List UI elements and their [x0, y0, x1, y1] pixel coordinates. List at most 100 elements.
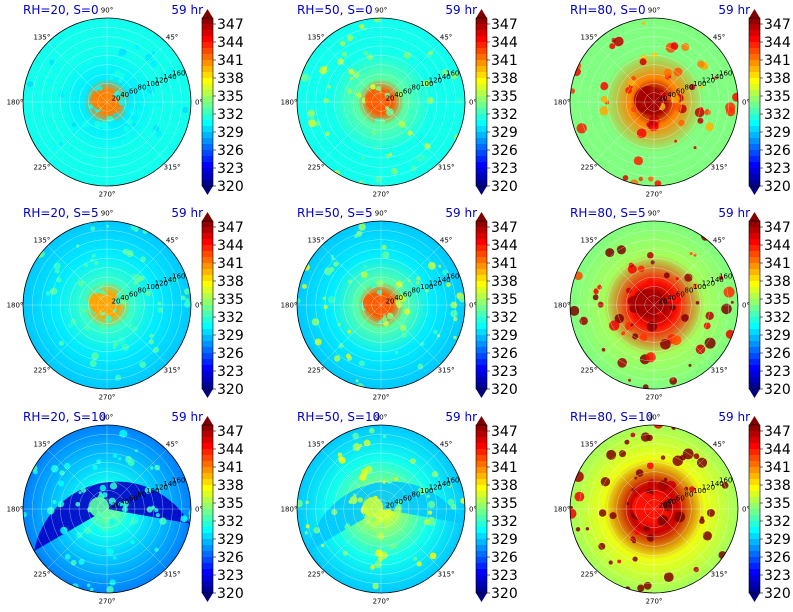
colorbar-segment [749, 36, 760, 43]
colorbar-segment [476, 467, 487, 474]
angle-tick-label: 90° [375, 7, 387, 15]
convective-cell [76, 244, 80, 248]
panel-title: RH=50, S=0 [297, 3, 373, 17]
radial-tick-label: 40 [120, 498, 129, 506]
convective-cell [157, 307, 163, 313]
angle-tick-label: 270° [373, 191, 390, 199]
colorbar-segment [749, 503, 760, 510]
colorbar-extend-min [476, 186, 487, 195]
angle-tick-label: 135° [33, 33, 50, 41]
colorbar-segment [749, 323, 760, 330]
convective-cell [109, 482, 118, 490]
convective-cell [109, 72, 116, 79]
radial-tick-label: 140 [163, 73, 176, 81]
convective-cell [132, 326, 138, 331]
colorbar-segment [476, 180, 487, 187]
colorbar-segment [476, 24, 487, 31]
colorbar-segment [476, 42, 487, 49]
colorbar-tick-label: 335 [491, 89, 518, 105]
convective-cell [646, 462, 654, 470]
colorbar-tick-label: 347 [217, 17, 244, 33]
colorbar-segment [749, 293, 760, 300]
colorbar-segment [476, 311, 487, 318]
colorbar-tick-label: 341 [217, 460, 244, 476]
angular-gridline [380, 508, 441, 569]
angle-tick-label: 0° [469, 506, 477, 514]
convective-cell [133, 102, 137, 105]
colorbar-segment [476, 305, 487, 312]
colorbar-segment [476, 144, 487, 151]
convective-cell [357, 497, 363, 503]
convective-cell [154, 508, 159, 513]
colorbar-segment [202, 162, 213, 169]
convective-cell [146, 506, 153, 513]
convective-cell [420, 341, 425, 346]
convective-cell [76, 531, 83, 539]
convective-cell [613, 36, 624, 47]
convective-cell [126, 315, 131, 320]
convective-cell [102, 123, 110, 132]
convective-cell [355, 379, 359, 383]
convective-cell [693, 146, 697, 150]
radial-tick-label: 120 [155, 77, 168, 85]
convective-cell [416, 154, 424, 163]
radial-tick-label: 20 [112, 501, 121, 509]
convective-cell [695, 344, 706, 355]
radial-tick-label: 140 [437, 73, 450, 81]
convective-cell [374, 560, 383, 569]
convective-cell [628, 262, 634, 268]
colorbar-tick-label: 320 [217, 586, 244, 602]
convective-cell [692, 283, 699, 290]
angular-gridline [106, 449, 167, 510]
convective-cell [386, 477, 393, 484]
colorbar-tick-label: 320 [217, 382, 244, 398]
angular-gridline [321, 508, 382, 569]
panel-time: 59 hr [445, 206, 477, 220]
radial-tick-label: 60 [403, 290, 412, 298]
angle-tick-label: 270° [373, 394, 390, 402]
convective-cell [663, 477, 668, 481]
radial-tick-label: 140 [437, 276, 450, 284]
convective-cell [704, 337, 716, 349]
convective-cell [383, 314, 386, 318]
angle-tick-label: 90° [375, 414, 387, 422]
panel-title: RH=20, S=10 [23, 410, 106, 424]
colorbar-segment [749, 263, 760, 270]
colorbar-segment [476, 90, 487, 97]
angle-tick-label: 180° [281, 99, 298, 107]
colorbar-segment [476, 437, 487, 444]
colorbar-frame [201, 17, 214, 187]
colorbar-extend-max [476, 9, 487, 18]
convective-cell [156, 63, 165, 72]
colorbar-segment [202, 293, 213, 300]
convective-cell [128, 323, 133, 327]
convective-cell [23, 511, 27, 518]
colorbar-segment [202, 96, 213, 103]
convective-cell [646, 534, 655, 542]
colorbar-segment [749, 377, 760, 384]
colorbar-tick-label: 326 [764, 143, 791, 159]
convective-cell [665, 296, 671, 302]
angle-tick-label: 315° [438, 571, 455, 579]
colorbar-tick-label: 347 [491, 220, 518, 236]
angular-gridline [653, 508, 714, 569]
convective-cell [46, 506, 55, 515]
convective-cell [117, 336, 125, 345]
convective-cell [617, 358, 627, 368]
convective-cell [656, 310, 663, 317]
colorbar-segment [476, 168, 487, 175]
radial-tick-label: 100 [420, 80, 433, 88]
convective-cell [70, 559, 77, 566]
convective-cell [112, 346, 116, 349]
convective-cell [50, 287, 58, 295]
colorbar-segment [202, 269, 213, 276]
convective-cell [91, 527, 99, 535]
convective-cell [599, 106, 609, 116]
convective-cell [90, 587, 94, 592]
colorbar-extend-min [202, 186, 213, 195]
colorbar-segment [476, 323, 487, 330]
colorbar-segment [476, 587, 487, 594]
polar-frame [296, 220, 466, 390]
colorbar-tick-label: 335 [764, 292, 791, 308]
colorbar-tick-label: 338 [491, 71, 518, 87]
